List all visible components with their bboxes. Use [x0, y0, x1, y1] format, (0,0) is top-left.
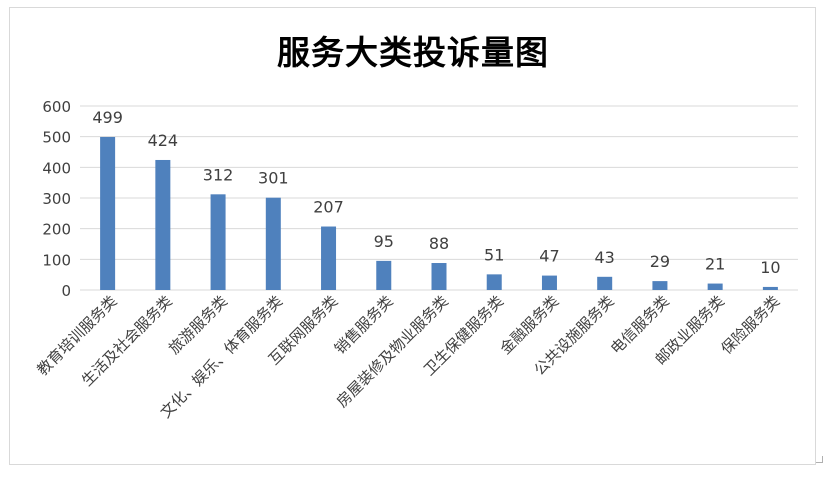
chart-title: 服务大类投诉量图	[277, 33, 549, 72]
bar	[155, 159, 171, 290]
data-label: 43	[595, 248, 615, 267]
y-tick-label: 200	[42, 221, 71, 239]
data-label: 29	[650, 252, 670, 271]
data-label: 312	[203, 165, 234, 184]
data-label: 51	[484, 245, 504, 264]
bar	[210, 194, 226, 290]
data-label: 301	[258, 169, 289, 188]
data-label: 47	[539, 247, 559, 266]
y-tick-label: 0	[61, 282, 71, 300]
bar	[431, 263, 447, 290]
chart-area	[9, 7, 816, 465]
data-label: 499	[92, 108, 123, 127]
y-tick-label: 100	[42, 251, 71, 269]
y-tick-label: 600	[42, 98, 71, 116]
data-label: 207	[313, 198, 344, 217]
bar	[541, 275, 557, 290]
bar	[376, 260, 392, 290]
bar	[707, 283, 723, 290]
data-label: 424	[148, 131, 179, 150]
data-label: 21	[705, 255, 725, 274]
bar	[321, 226, 337, 290]
bar	[100, 136, 116, 290]
bar	[486, 274, 502, 290]
bar	[597, 276, 613, 290]
category-label: 保险服务类	[717, 292, 783, 358]
bar	[652, 281, 668, 290]
y-tick-label: 500	[42, 129, 71, 147]
data-label: 10	[760, 258, 780, 277]
data-label: 88	[429, 234, 449, 253]
resize-handle-icon[interactable]	[816, 456, 823, 463]
bar	[265, 197, 281, 290]
y-tick-label: 300	[42, 190, 71, 208]
data-label: 95	[374, 232, 394, 251]
bar	[762, 286, 778, 290]
y-tick-label: 400	[42, 159, 71, 177]
